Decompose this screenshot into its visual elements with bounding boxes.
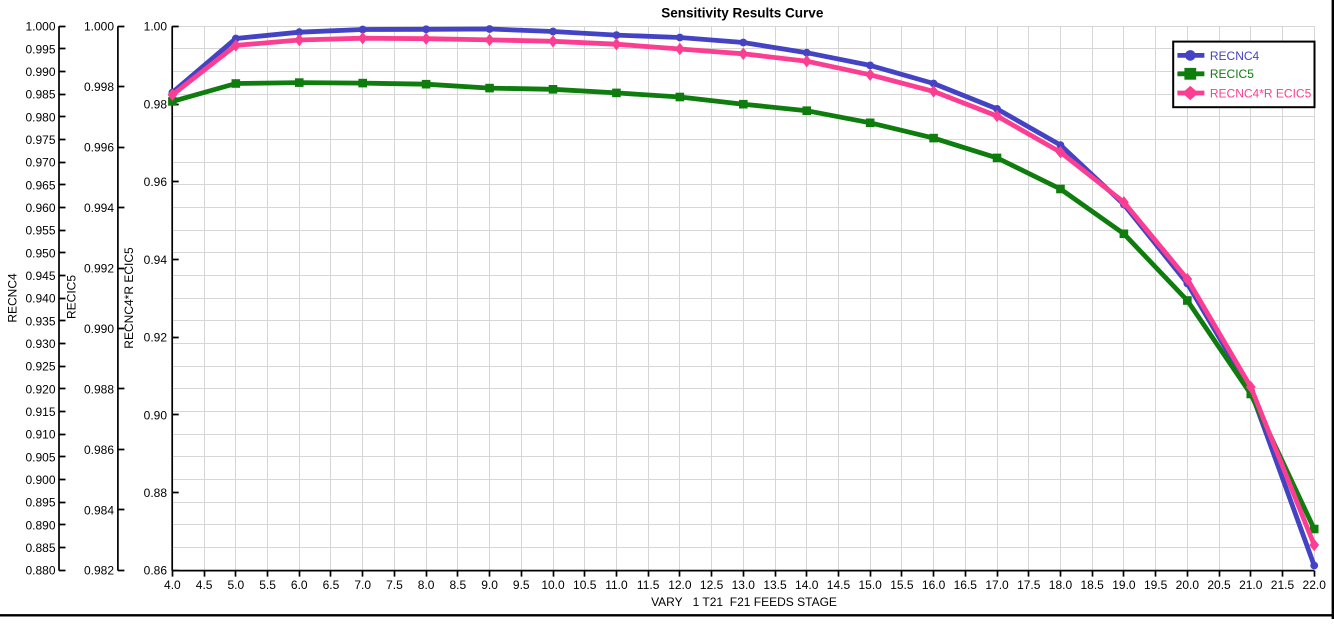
svg-text:16.0: 16.0 <box>922 578 946 592</box>
svg-text:1.000: 1.000 <box>25 20 55 34</box>
svg-text:0.895: 0.895 <box>25 496 55 510</box>
svg-text:7.0: 7.0 <box>354 578 371 592</box>
svg-text:9.5: 9.5 <box>513 578 530 592</box>
svg-text:19.5: 19.5 <box>1144 578 1168 592</box>
svg-text:17.0: 17.0 <box>985 578 1009 592</box>
svg-text:19.0: 19.0 <box>1112 578 1136 592</box>
svg-text:1.00: 1.00 <box>144 20 168 34</box>
svg-text:RECIC5: RECIC5 <box>65 275 79 319</box>
svg-text:0.988: 0.988 <box>84 382 114 396</box>
svg-text:0.885: 0.885 <box>25 541 55 555</box>
svg-text:RECNC4: RECNC4 <box>6 273 20 323</box>
svg-text:20.5: 20.5 <box>1207 578 1231 592</box>
svg-text:0.98: 0.98 <box>144 97 168 111</box>
svg-text:11.5: 11.5 <box>637 578 660 592</box>
svg-text:17.5: 17.5 <box>1017 578 1041 592</box>
svg-text:0.960: 0.960 <box>25 201 55 215</box>
svg-text:10.0: 10.0 <box>541 578 565 592</box>
svg-text:18.5: 18.5 <box>1081 578 1105 592</box>
svg-text:14.0: 14.0 <box>795 578 819 592</box>
svg-text:RECNC4*R ECIC5: RECNC4*R ECIC5 <box>1210 86 1312 100</box>
svg-text:0.880: 0.880 <box>25 564 55 578</box>
svg-text:18.0: 18.0 <box>1049 578 1073 592</box>
svg-text:0.975: 0.975 <box>25 133 55 147</box>
svg-text:0.996: 0.996 <box>84 141 114 155</box>
svg-text:Sensitivity Results Curve: Sensitivity Results Curve <box>661 6 824 21</box>
svg-text:16.5: 16.5 <box>954 578 978 592</box>
svg-text:0.88: 0.88 <box>144 486 168 500</box>
svg-text:0.92: 0.92 <box>144 331 168 345</box>
svg-text:4.5: 4.5 <box>196 578 213 592</box>
svg-text:RECNC4: RECNC4 <box>1210 49 1260 63</box>
svg-text:0.94: 0.94 <box>144 253 168 267</box>
svg-text:0.890: 0.890 <box>25 518 55 532</box>
svg-text:0.915: 0.915 <box>25 405 55 419</box>
svg-text:0.984: 0.984 <box>84 503 114 517</box>
svg-text:0.900: 0.900 <box>25 473 55 487</box>
svg-text:0.998: 0.998 <box>84 80 114 94</box>
svg-text:0.995: 0.995 <box>25 42 55 56</box>
svg-text:12.5: 12.5 <box>700 578 724 592</box>
svg-text:0.930: 0.930 <box>25 337 55 351</box>
svg-text:8.0: 8.0 <box>418 578 435 592</box>
svg-text:0.910: 0.910 <box>25 428 55 442</box>
svg-text:0.994: 0.994 <box>84 201 114 215</box>
svg-text:0.970: 0.970 <box>25 156 55 170</box>
svg-text:21.5: 21.5 <box>1271 578 1295 592</box>
svg-text:RECIC5: RECIC5 <box>1210 67 1254 81</box>
svg-text:0.992: 0.992 <box>84 261 114 275</box>
svg-text:0.925: 0.925 <box>25 360 55 374</box>
svg-text:13.5: 13.5 <box>763 578 787 592</box>
svg-text:0.990: 0.990 <box>25 65 55 79</box>
svg-text:9.0: 9.0 <box>481 578 498 592</box>
svg-text:15.5: 15.5 <box>890 578 914 592</box>
svg-text:7.5: 7.5 <box>386 578 403 592</box>
svg-text:0.965: 0.965 <box>25 178 55 192</box>
svg-text:0.985: 0.985 <box>25 88 55 102</box>
svg-text:4.0: 4.0 <box>164 578 181 592</box>
svg-text:21.0: 21.0 <box>1239 578 1263 592</box>
svg-text:0.982: 0.982 <box>84 564 114 578</box>
svg-text:15.0: 15.0 <box>858 578 882 592</box>
svg-text:RECNC4*R ECIC5: RECNC4*R ECIC5 <box>122 247 136 349</box>
svg-text:14.5: 14.5 <box>827 578 851 592</box>
svg-text:5.5: 5.5 <box>259 578 276 592</box>
svg-text:0.945: 0.945 <box>25 269 55 283</box>
svg-text:0.940: 0.940 <box>25 292 55 306</box>
svg-text:22.0: 22.0 <box>1303 578 1327 592</box>
svg-text:5.0: 5.0 <box>227 578 244 592</box>
svg-text:11.0: 11.0 <box>605 578 628 592</box>
svg-text:6.0: 6.0 <box>291 578 308 592</box>
svg-text:13.0: 13.0 <box>732 578 756 592</box>
svg-text:0.990: 0.990 <box>84 322 114 336</box>
svg-text:1.000: 1.000 <box>84 20 114 34</box>
svg-text:12.0: 12.0 <box>668 578 692 592</box>
svg-text:0.955: 0.955 <box>25 224 55 238</box>
svg-text:0.980: 0.980 <box>25 110 55 124</box>
svg-text:6.5: 6.5 <box>323 578 340 592</box>
svg-text:0.950: 0.950 <box>25 246 55 260</box>
svg-text:20.0: 20.0 <box>1176 578 1200 592</box>
svg-text:8.5: 8.5 <box>450 578 467 592</box>
svg-text:0.96: 0.96 <box>144 175 168 189</box>
svg-text:0.86: 0.86 <box>144 564 168 578</box>
svg-text:0.905: 0.905 <box>25 450 55 464</box>
svg-text:VARY 1 T21 F21 FEEDS STAGE: VARY 1 T21 F21 FEEDS STAGE <box>651 595 837 609</box>
svg-text:0.90: 0.90 <box>144 408 168 422</box>
svg-text:0.986: 0.986 <box>84 443 114 457</box>
svg-text:0.920: 0.920 <box>25 382 55 396</box>
svg-text:0.935: 0.935 <box>25 314 55 328</box>
svg-text:10.5: 10.5 <box>573 578 597 592</box>
